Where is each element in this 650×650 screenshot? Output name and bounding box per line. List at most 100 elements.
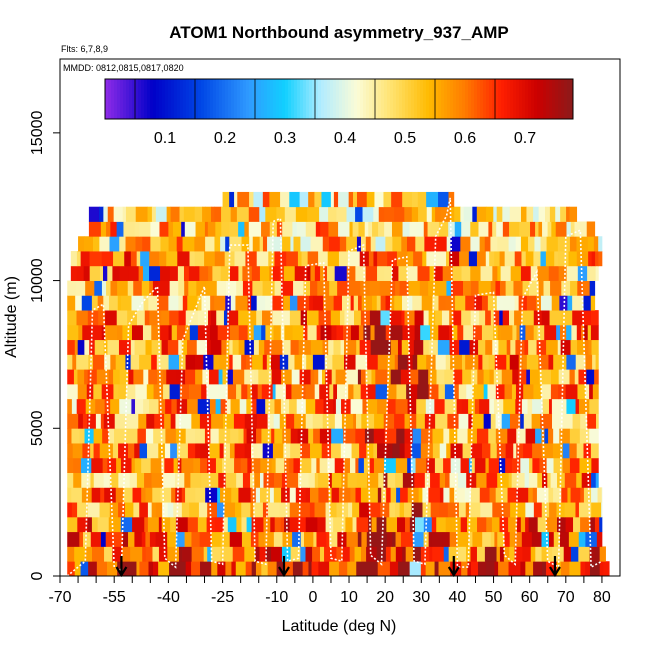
heatmap-cell: [395, 531, 402, 547]
heatmap-cell: [592, 354, 596, 370]
heatmap-cell: [235, 561, 247, 576]
heatmap-cell: [142, 265, 150, 281]
heatmap-cell: [201, 295, 211, 311]
heatmap-cell: [430, 502, 440, 518]
heatmap-cell: [100, 221, 107, 237]
heatmap-cell: [318, 561, 330, 576]
heatmap-cell: [305, 516, 318, 533]
heatmap-cell: [390, 295, 395, 311]
heatmap-cell: [193, 457, 201, 473]
heatmap-cell: [488, 354, 496, 370]
heatmap-cell: [512, 324, 517, 341]
heatmap-cell: [146, 413, 155, 429]
heatmap-cells: [67, 191, 610, 576]
heatmap-cell: [458, 472, 467, 488]
heatmap-cell: [520, 516, 526, 533]
heatmap-cell: [574, 221, 588, 237]
heatmap-cell: [502, 310, 510, 326]
heatmap-cell: [490, 310, 495, 326]
colorbar-swatch: [537, 79, 541, 119]
heatmap-cell: [464, 487, 472, 503]
heatmap-cell: [439, 472, 446, 488]
heatmap-cell: [485, 251, 490, 267]
heatmap-cell: [256, 251, 269, 267]
heatmap-cell: [297, 428, 309, 444]
heatmap-cell: [471, 457, 476, 473]
colorbar-swatch: [288, 79, 292, 119]
heatmap-cell: [319, 383, 330, 400]
heatmap-cell: [540, 413, 553, 429]
heatmap-cell: [300, 310, 308, 326]
colorbar-swatch: [372, 79, 376, 119]
colorbar-swatch: [534, 79, 538, 119]
heatmap-cell: [289, 295, 298, 311]
heatmap-cell: [280, 280, 294, 296]
heatmap-cell: [509, 531, 516, 547]
heatmap-cell: [229, 339, 234, 355]
heatmap-cell: [342, 546, 351, 562]
heatmap-cell: [233, 413, 246, 429]
heatmap-cell: [314, 191, 322, 208]
heatmap-cell: [179, 561, 187, 576]
heatmap-cell: [88, 561, 98, 576]
heatmap-cell: [426, 251, 436, 267]
heatmap-cell: [225, 236, 230, 252]
heatmap-cell: [508, 516, 518, 533]
heatmap-cell: [292, 561, 304, 576]
heatmap-cell: [599, 516, 603, 533]
heatmap-cell: [596, 413, 599, 429]
x-tick-label: 80: [593, 589, 611, 606]
heatmap-cell: [130, 354, 140, 370]
heatmap-cell: [363, 457, 371, 473]
heatmap-cell: [541, 310, 550, 326]
heatmap-cell: [201, 472, 210, 488]
heatmap-cell: [274, 428, 283, 444]
heatmap-cell: [523, 413, 533, 429]
colorbar-swatch: [351, 79, 355, 119]
heatmap-cell: [404, 428, 413, 444]
heatmap-cell: [595, 354, 599, 370]
heatmap-cell: [392, 531, 396, 547]
heatmap-cell: [509, 310, 515, 326]
heatmap-cell: [78, 236, 85, 252]
heatmap-cell: [553, 354, 561, 370]
heatmap-cell: [373, 251, 378, 267]
heatmap-cell: [309, 295, 314, 311]
heatmap-cell: [576, 472, 583, 488]
heatmap-cell: [542, 221, 548, 237]
heatmap-cell: [195, 369, 203, 385]
heatmap-cell: [244, 443, 252, 459]
heatmap-cell: [533, 310, 543, 326]
heatmap-cell: [211, 561, 218, 576]
heatmap-cell: [541, 502, 550, 518]
heatmap-cell: [294, 265, 303, 281]
heatmap-cell: [151, 324, 161, 341]
heatmap-cell: [150, 221, 160, 237]
heatmap-cell: [117, 295, 122, 311]
heatmap-cell: [178, 546, 183, 562]
heatmap-cell: [590, 443, 599, 459]
heatmap-cell: [265, 398, 275, 414]
heatmap-cell: [352, 221, 359, 237]
heatmap-cell: [169, 561, 180, 576]
colorbar-swatch: [525, 79, 529, 119]
colorbar-swatch: [270, 79, 274, 119]
heatmap-cell: [280, 516, 285, 533]
heatmap-cell: [343, 428, 356, 444]
heatmap-cell: [289, 191, 301, 208]
heatmap-cell: [107, 339, 120, 355]
heatmap-cell: [269, 191, 281, 208]
heatmap-cell: [240, 457, 248, 473]
heatmap-cell: [275, 383, 287, 400]
heatmap-cell: [113, 251, 125, 267]
heatmap-cell: [147, 502, 153, 518]
heatmap-cell: [130, 251, 138, 267]
heatmap-cell: [84, 546, 93, 562]
heatmap-cell: [295, 206, 308, 222]
heatmap-cell: [88, 502, 100, 518]
heatmap-cell: [544, 428, 549, 444]
heatmap-cell: [399, 443, 405, 459]
heatmap-cell: [253, 191, 264, 208]
heatmap-cell: [502, 221, 510, 237]
heatmap-cell: [234, 251, 246, 267]
